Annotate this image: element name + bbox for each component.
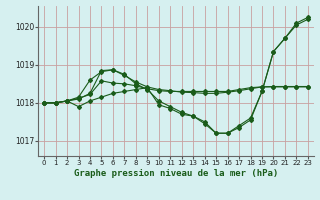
X-axis label: Graphe pression niveau de la mer (hPa): Graphe pression niveau de la mer (hPa) — [74, 169, 278, 178]
